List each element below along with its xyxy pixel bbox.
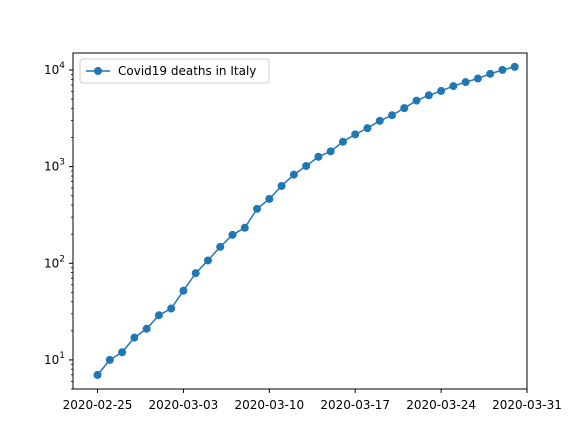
data-point xyxy=(289,170,298,179)
y-tick-label: 102 xyxy=(44,254,65,270)
data-point xyxy=(265,194,274,203)
data-point xyxy=(486,69,495,78)
plot-area xyxy=(72,52,528,390)
y-tick-label: 103 xyxy=(44,158,65,174)
x-tick-label: 2020-03-10 xyxy=(234,398,304,412)
y-axis: 101 102 103 104 xyxy=(44,61,73,390)
data-point xyxy=(154,311,163,320)
data-point xyxy=(191,269,200,278)
data-point xyxy=(302,161,311,170)
data-point xyxy=(277,181,286,190)
x-tick-label: 2020-03-24 xyxy=(406,398,476,412)
data-point xyxy=(473,74,482,83)
data-point xyxy=(118,348,127,357)
data-point xyxy=(179,286,188,295)
x-tick-label: 2020-03-17 xyxy=(320,398,390,412)
data-point xyxy=(400,104,409,113)
data-point xyxy=(216,242,225,251)
series-layer xyxy=(93,62,519,379)
data-point xyxy=(326,147,335,156)
data-point xyxy=(167,304,176,313)
legend-label: Covid19 deaths in Italy xyxy=(118,64,256,78)
x-tick-label: 2020-03-03 xyxy=(149,398,219,412)
data-point xyxy=(449,82,458,91)
data-point xyxy=(93,370,102,379)
data-point xyxy=(375,116,384,125)
legend-swatch-marker xyxy=(94,67,102,75)
data-point xyxy=(253,204,262,213)
data-point xyxy=(240,223,249,232)
data-point xyxy=(228,230,237,239)
series-line xyxy=(96,66,515,376)
legend-box xyxy=(79,58,270,84)
x-axis: 2020-02-25 2020-03-03 2020-03-10 2020-03-17… xyxy=(63,389,562,412)
data-point xyxy=(363,124,372,133)
data-point xyxy=(351,130,360,139)
data-point xyxy=(461,78,470,87)
x-tick-label: 2020-03-31 xyxy=(492,398,562,412)
data-point xyxy=(388,111,397,120)
x-tick-label: 2020-02-25 xyxy=(63,398,133,412)
plot-frame xyxy=(72,52,528,390)
y-tick-label: 104 xyxy=(44,61,65,77)
data-point xyxy=(412,96,421,105)
legend: Covid19 deaths in Italy xyxy=(79,58,270,84)
data-point xyxy=(437,86,446,95)
data-point xyxy=(142,324,151,333)
data-point xyxy=(105,355,114,364)
data-point xyxy=(314,152,323,161)
y-tick-label: 101 xyxy=(44,351,65,367)
data-point xyxy=(498,65,507,74)
data-point xyxy=(130,333,139,342)
data-point xyxy=(510,62,519,71)
data-point xyxy=(203,256,212,265)
data-point xyxy=(338,137,347,146)
data-point xyxy=(424,91,433,100)
